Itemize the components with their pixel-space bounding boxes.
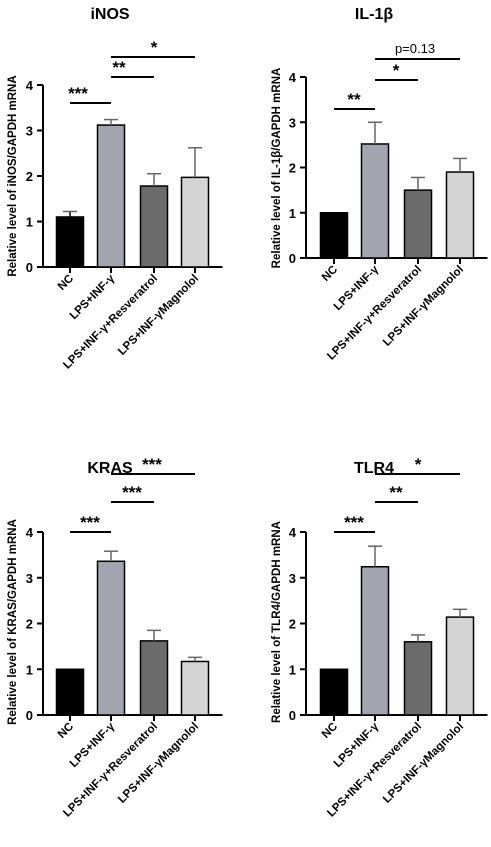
y-axis-label: Relative level of IL-1β/GAPDH mRNA: [271, 68, 283, 269]
y-axis-label: Relative level of TLR4/GAPDH mRNA: [271, 521, 283, 723]
y-tick-label: 0: [26, 708, 33, 723]
bar-2: [360, 566, 390, 716]
bar-3: [403, 189, 433, 259]
x-tick-label: LPS+INF-γMagnolol: [381, 721, 466, 806]
y-tick-label: 1: [289, 662, 296, 677]
significance-label-2: *: [393, 61, 400, 80]
y-tick-label: 0: [26, 260, 33, 275]
significance-label-3: p=0.13: [395, 41, 435, 56]
x-tick-label: LPS+INF-γMagnolol: [381, 264, 466, 349]
y-tick-label: 3: [289, 115, 296, 130]
significance-label-1: ***: [80, 513, 100, 532]
x-tick-label: NC: [56, 273, 76, 293]
bar-3: [403, 641, 433, 716]
chart-title: IL-1β: [355, 6, 393, 23]
bar-3: [139, 640, 169, 716]
bar-1: [319, 668, 349, 716]
significance-label-2: ***: [122, 483, 142, 502]
y-tick-label: 0: [289, 708, 296, 723]
y-axis-label: Relative level of iNOS/GAPDH mRNA: [7, 75, 19, 276]
x-tick-label: NC: [320, 721, 340, 741]
bar-4: [445, 171, 475, 259]
significance-label-2: **: [112, 58, 126, 77]
significance-label-1: ***: [344, 513, 364, 532]
significance-label-1: **: [347, 90, 361, 109]
y-tick-label: 2: [26, 617, 33, 632]
x-tick-label: LPS+INF-γMagnolol: [116, 273, 201, 358]
bar-2: [96, 560, 126, 716]
y-tick-label: 4: [289, 525, 297, 540]
y-tick-label: 4: [26, 525, 34, 540]
significance-label-3: *: [415, 455, 422, 474]
bar-3: [139, 185, 169, 268]
bar-2: [360, 143, 390, 259]
chart-title: TLR4: [354, 460, 394, 477]
y-axis-label: Relative level of KRAS/GAPDH mRNA: [7, 519, 19, 725]
bar-1: [319, 212, 349, 259]
significance-label-2: **: [389, 483, 403, 502]
x-tick-label: LPS+INF-γMagnolol: [116, 721, 201, 806]
y-tick-label: 3: [26, 571, 33, 586]
y-tick-label: 1: [289, 206, 296, 221]
y-tick-label: 3: [26, 124, 33, 139]
x-tick-label: NC: [56, 721, 76, 741]
significance-label-3: ***: [142, 455, 162, 474]
y-tick-label: 2: [289, 617, 296, 632]
significance-label-3: *: [151, 38, 158, 57]
y-tick-label: 0: [289, 251, 296, 266]
y-tick-label: 1: [26, 215, 33, 230]
y-tick-label: 3: [289, 571, 296, 586]
y-tick-label: 2: [289, 161, 296, 176]
y-tick-label: 4: [289, 70, 297, 85]
bar-4: [180, 660, 210, 716]
chart-panel-4: TLR4 Relative level of TLR4/GAPDH mRNA 0 1 2…: [271, 455, 488, 820]
x-tick-label: NC: [320, 264, 340, 284]
significance-label-1: ***: [68, 84, 88, 103]
y-tick-label: 1: [26, 662, 33, 677]
chart-title: KRAS: [87, 460, 133, 477]
chart-panel-3: KRAS Relative level of KRAS/GAPDH mRNA 0 1 2…: [7, 455, 223, 820]
chart-panel-2: IL-1β Relative level of IL-1β/GAPDH mRNA 0…: [271, 6, 488, 363]
chart-title: iNOS: [90, 6, 129, 23]
bar-4: [445, 616, 475, 716]
bar-1: [55, 216, 85, 268]
bar-4: [180, 176, 210, 268]
bar-2: [96, 124, 126, 268]
y-tick-label: 2: [26, 169, 33, 184]
chart-panel-1: iNOS Relative level of iNOS/GAPDH mRNA 0 1 2…: [7, 6, 223, 372]
y-tick-label: 4: [26, 78, 34, 93]
bar-1: [55, 668, 85, 716]
